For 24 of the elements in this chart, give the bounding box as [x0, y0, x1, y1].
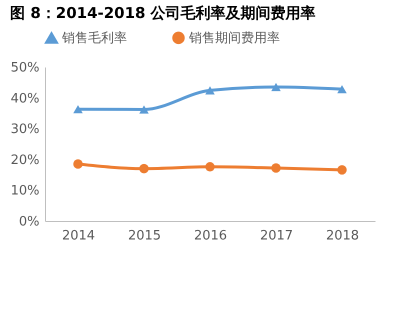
y-tick-label: 0% [18, 214, 40, 230]
point [139, 164, 149, 174]
point [205, 162, 215, 172]
y-tick-label: 10% [10, 184, 40, 199]
x-tick-label: 2016 [194, 228, 228, 244]
y-tick-label: 20% [10, 152, 40, 168]
x-tick-label: 2017 [260, 228, 294, 244]
point [73, 105, 83, 114]
point [271, 82, 281, 92]
legend-label: 销售毛利率 [61, 30, 127, 46]
y-tick-label: 40% [10, 91, 40, 106]
point [337, 165, 347, 175]
point [337, 85, 347, 94]
y-tick-label: 50% [10, 60, 40, 76]
point [139, 105, 149, 114]
legend-label: 销售期间费用率 [188, 30, 280, 46]
x-tick-label: 2014 [62, 228, 96, 244]
chart-title: 图 8：2014-2018 公司毛利率及期间费用率 [10, 4, 316, 22]
point [73, 159, 83, 169]
x-tick-label: 2018 [326, 228, 360, 244]
point [205, 86, 215, 95]
point [271, 163, 281, 173]
x-tick-label: 2015 [128, 228, 162, 244]
y-tick-label: 30% [10, 122, 40, 138]
